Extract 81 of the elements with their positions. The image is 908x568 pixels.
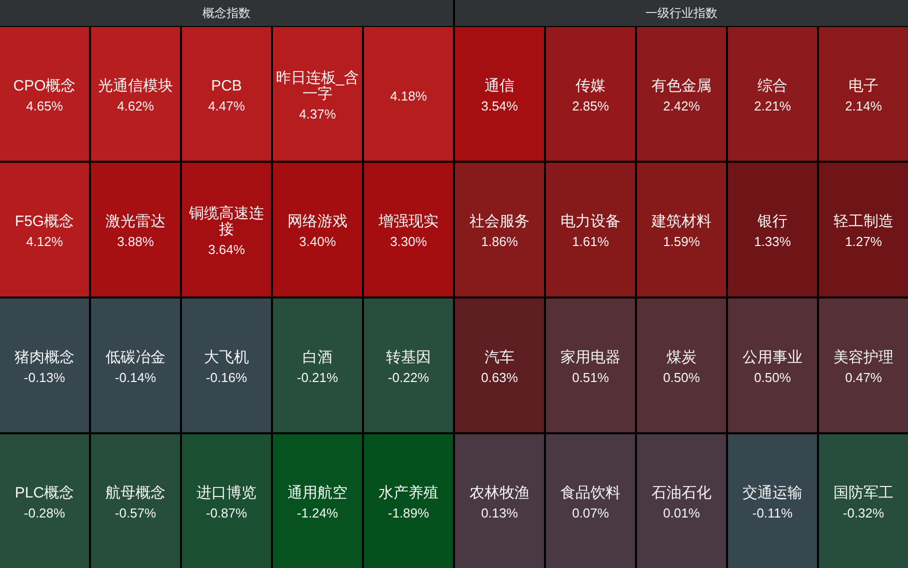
data-label: 4.37% xyxy=(299,106,336,122)
category-label: 有色金属 xyxy=(652,77,712,94)
data-label: 2.42% xyxy=(663,98,700,114)
category-label: PCB xyxy=(211,77,242,94)
category-label: 低碳冶金 xyxy=(106,348,166,366)
data-label: 0.13% xyxy=(481,506,518,521)
data-label: 1.86% xyxy=(481,234,518,250)
data-label: 2.21% xyxy=(754,98,792,114)
category-label: 轻工制造 xyxy=(834,213,894,230)
category-label: 交通运输 xyxy=(742,484,802,502)
data-label: 4.18% xyxy=(390,88,428,104)
data-label: 0.50% xyxy=(663,370,700,385)
text: 一级行业指数 xyxy=(455,0,908,26)
category-label: 航母概念 xyxy=(106,484,166,502)
data-label: 1.59% xyxy=(663,234,700,250)
category-label: 煤炭 xyxy=(666,348,696,366)
data-label: 3.30% xyxy=(390,234,428,250)
data-label: 2.14% xyxy=(845,98,882,114)
category-label: 公用事业 xyxy=(742,348,802,366)
category-label: 家用电器 xyxy=(560,348,620,366)
category-label: 银行 xyxy=(756,213,788,230)
category-label: 水产养殖 xyxy=(378,484,438,502)
data-label: 0.01% xyxy=(663,506,700,521)
category-label: 白酒 xyxy=(302,348,332,366)
category-label: F5G概念 xyxy=(14,213,74,230)
data-label: 0.63% xyxy=(481,370,518,385)
data-label: 3.64% xyxy=(208,242,246,258)
category-label: 昨日连板_含一字 xyxy=(276,69,360,102)
data-label: 4.47% xyxy=(208,98,246,114)
data-label: 3.88% xyxy=(117,234,154,250)
text: 概念指数 xyxy=(0,0,453,26)
data-label: 1.61% xyxy=(572,234,610,250)
category-label: 通信 xyxy=(484,77,514,94)
category-label: 猪肉概念 xyxy=(14,348,74,366)
category-label: 综合 xyxy=(758,77,788,94)
data-label: -0.32% xyxy=(842,506,885,521)
category-label: 电力设备 xyxy=(560,213,620,230)
category-label: 铜缆高速连接 xyxy=(188,205,264,238)
category-label: 社会服务 xyxy=(470,213,530,230)
data-label: 3.54% xyxy=(481,98,518,114)
category-label: 汽车 xyxy=(484,348,514,366)
data-label: -0.16% xyxy=(206,370,248,385)
data-label: 0.50% xyxy=(754,370,792,385)
category-label: 激光雷达 xyxy=(106,213,166,230)
category-label: PLC概念 xyxy=(14,484,74,502)
category-label: 转基因 xyxy=(386,348,431,366)
category-label: 光通信模块 xyxy=(98,77,173,94)
category-label: 电子 xyxy=(848,77,878,94)
data-label: 3.40% xyxy=(299,234,336,250)
data-label: -0.22% xyxy=(388,370,430,385)
category-label: 增强现实 xyxy=(378,213,438,230)
data-label: 0.07% xyxy=(572,506,610,521)
data-label: 1.27% xyxy=(845,234,882,250)
category-label: 进口博览 xyxy=(196,484,256,502)
data-label: -0.57% xyxy=(114,506,157,521)
data-label: -1.89% xyxy=(388,506,430,521)
category-label: 建筑材料 xyxy=(650,213,712,230)
data-label: 2.85% xyxy=(572,98,610,114)
category-label: 通用航空 xyxy=(288,484,348,502)
category-label: CPO概念 xyxy=(13,77,76,94)
category-label: 石油石化 xyxy=(652,484,712,502)
data-label: 4.62% xyxy=(117,98,154,114)
category-label: 农林牧渔 xyxy=(470,484,530,502)
data-label: 1.33% xyxy=(754,234,792,250)
data-label: 0.47% xyxy=(845,370,882,385)
data-label: -0.21% xyxy=(296,370,339,385)
data-label: 0.51% xyxy=(572,370,610,385)
data-label: -0.87% xyxy=(206,506,248,521)
data-label: 4.12% xyxy=(26,234,64,250)
category-label: 大飞机 xyxy=(204,348,249,366)
data-label: -0.13% xyxy=(24,370,66,385)
data-label: -0.14% xyxy=(114,370,157,385)
category-label: 食品饮料 xyxy=(560,484,620,502)
category-label: 传媒 xyxy=(576,77,606,94)
data-label: -0.28% xyxy=(24,506,66,521)
data-label: -0.11% xyxy=(752,506,794,521)
category-label: 美容护理 xyxy=(834,348,894,366)
category-label: 网络游戏 xyxy=(288,213,348,230)
category-label: 国防军工 xyxy=(834,484,894,502)
data-label: -1.24% xyxy=(296,506,339,521)
data-label: 4.65% xyxy=(26,98,64,114)
